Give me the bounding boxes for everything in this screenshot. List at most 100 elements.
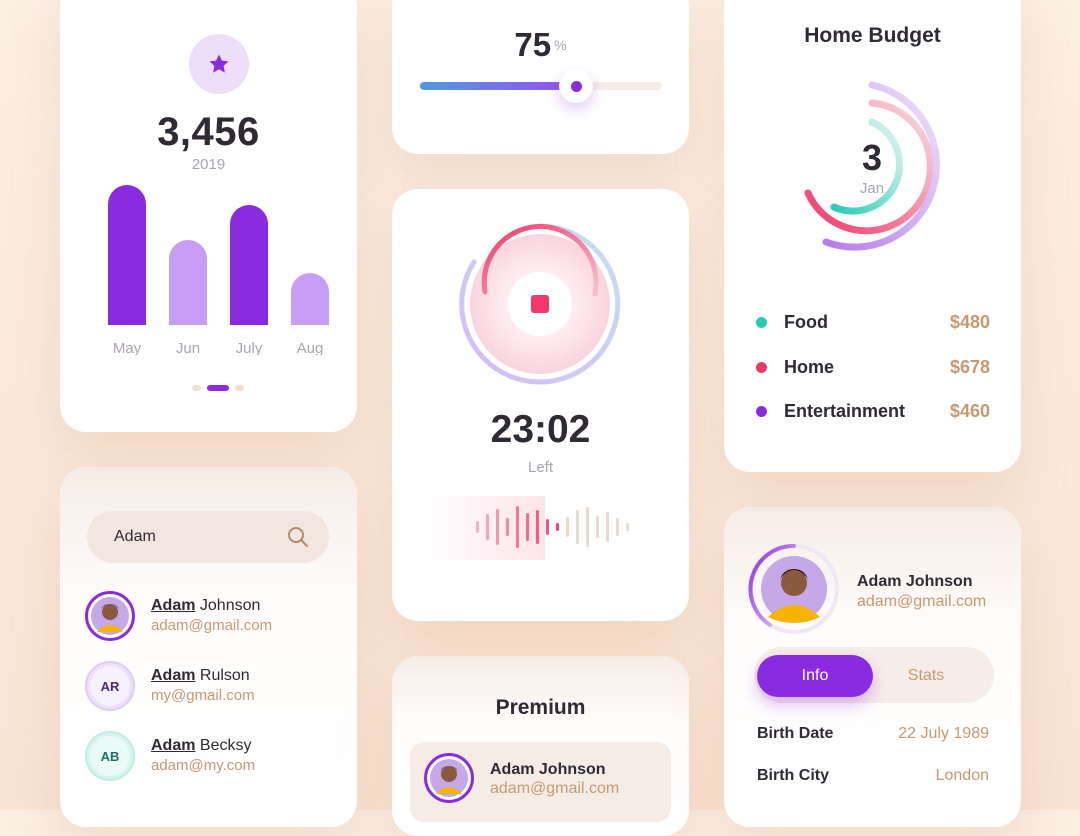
premium-user-row[interactable]: Adam Johnson adam@gmail.com [410, 742, 671, 822]
waveform-bar [536, 510, 539, 544]
timer-card: 23:02 Left [392, 189, 689, 621]
profile-name: Adam Johnson [857, 573, 973, 590]
name-match: Adam [151, 737, 196, 754]
avatar [85, 591, 135, 641]
legend-value: $678 [949, 356, 990, 377]
tab-stats[interactable]: Stats [907, 667, 945, 684]
search-card: Adam Adam Johnson adam@gmail.com AR Adam… [60, 467, 357, 827]
waveform-bar [496, 509, 499, 545]
waveform-bar [516, 506, 519, 548]
waveform-bar [606, 512, 609, 542]
name-rest: Johnson [195, 597, 261, 614]
waveform-bar [576, 510, 579, 544]
ring-entertainment [822, 81, 940, 251]
info-label: Birth Date [757, 725, 834, 742]
bar-label: July [236, 340, 263, 355]
slider-track[interactable] [420, 82, 662, 90]
total-year: 2019 [191, 156, 226, 173]
premium-email: adam@gmail.com [490, 780, 620, 797]
legend-value: $480 [949, 311, 990, 332]
avatar [424, 753, 474, 803]
avatar-initials: AB [90, 736, 130, 776]
legend-value: $460 [949, 400, 990, 421]
slider-fill [420, 82, 577, 90]
info-label: Birth City [757, 767, 829, 784]
waveform-bar [626, 523, 629, 531]
waveform-bar [596, 516, 599, 538]
pagination-dots[interactable] [192, 385, 244, 391]
pagination-dot[interactable] [192, 385, 201, 391]
budget-center-value: 3 [861, 137, 883, 178]
bar-label: May [113, 340, 142, 355]
slider-value-group: 75% [392, 26, 689, 64]
waveform-bar [526, 513, 529, 541]
contact-name: Adam Rulson [151, 667, 250, 685]
contact-result[interactable]: AB Adam Becksy adam@my.com [85, 731, 335, 783]
legend-item-food[interactable]: Food $480 [756, 310, 990, 334]
search-icon[interactable] [287, 526, 309, 548]
avatar: AR [85, 661, 135, 711]
legend-dot [756, 316, 767, 328]
bar-chart: May Jun July Aug [108, 185, 329, 355]
premium-name: Adam Johnson [490, 761, 606, 778]
contact-email: my@gmail.com [151, 687, 255, 704]
profile-card: Adam Johnson adam@gmail.com Info Stats B… [724, 507, 1021, 827]
profile-avatar [748, 543, 839, 634]
star-icon [209, 54, 229, 73]
bar-label: Jun [176, 340, 200, 355]
bar-jun[interactable] [169, 240, 207, 325]
premium-title: Premium [495, 696, 586, 719]
slider-unit: % [554, 36, 567, 53]
timer-graphic [422, 223, 629, 560]
info-row-birth-date: Birth Date 22 July 1989 [757, 725, 989, 747]
search-query[interactable]: Adam [114, 528, 156, 545]
name-match: Adam [151, 667, 196, 684]
slider-thumb-dot [570, 80, 582, 92]
contact-result[interactable]: Adam Johnson adam@gmail.com [85, 591, 335, 643]
stop-icon [531, 295, 549, 313]
waveform-bar [476, 521, 479, 533]
avatar: AB [85, 731, 135, 781]
contact-email: adam@gmail.com [151, 617, 273, 634]
timer-outer-arc [459, 223, 621, 385]
waveform-bar [616, 518, 619, 536]
total-count: 3,456 [157, 110, 260, 154]
ring-food [830, 118, 903, 215]
info-value: London [935, 767, 989, 784]
bar-aug[interactable] [291, 273, 329, 325]
bar-july[interactable] [230, 205, 268, 325]
tab-info[interactable]: Info [757, 655, 873, 697]
waveform-bar [546, 519, 549, 535]
contact-name: Adam Johnson [151, 597, 260, 615]
pagination-dot-active[interactable] [207, 385, 229, 391]
star-badge [189, 34, 249, 94]
contact-result[interactable]: AR Adam Rulson my@gmail.com [85, 661, 335, 713]
name-rest: Rulson [195, 667, 250, 684]
legend-item-entertainment[interactable]: Entertainment $460 [756, 399, 990, 423]
search-input[interactable]: Adam [87, 511, 329, 563]
bar-may[interactable] [108, 185, 146, 325]
legend-name: Entertainment [784, 400, 906, 421]
contact-email: adam@my.com [151, 757, 256, 774]
waveform [476, 506, 629, 548]
timer-progress-arc [481, 224, 599, 297]
name-match: Adam [151, 597, 196, 614]
waveform-bar [586, 507, 589, 547]
pagination-dot[interactable] [235, 385, 244, 391]
legend-item-home[interactable]: Home $678 [756, 355, 990, 379]
budget-center-label: Jan [859, 180, 885, 197]
contact-name: Adam Becksy [151, 737, 251, 755]
avatar-photo [430, 759, 468, 797]
avatar-initials: AR [90, 666, 130, 706]
info-row-birth-city: Birth City London [757, 767, 989, 789]
legend-name: Home [784, 356, 835, 377]
slider-card: 75% [392, 0, 689, 154]
slider-thumb[interactable] [559, 69, 594, 103]
budget-title: Home Budget [804, 24, 941, 47]
stats-card: 3,456 2019 May Jun July Aug [60, 0, 357, 432]
waveform-played-bg [422, 496, 545, 560]
premium-card: Premium Adam Johnson adam@gmail.com [392, 656, 689, 836]
profile-tabs: Info Stats [754, 647, 994, 703]
timer-label: Left [527, 459, 554, 476]
info-value: 22 July 1989 [898, 725, 989, 742]
